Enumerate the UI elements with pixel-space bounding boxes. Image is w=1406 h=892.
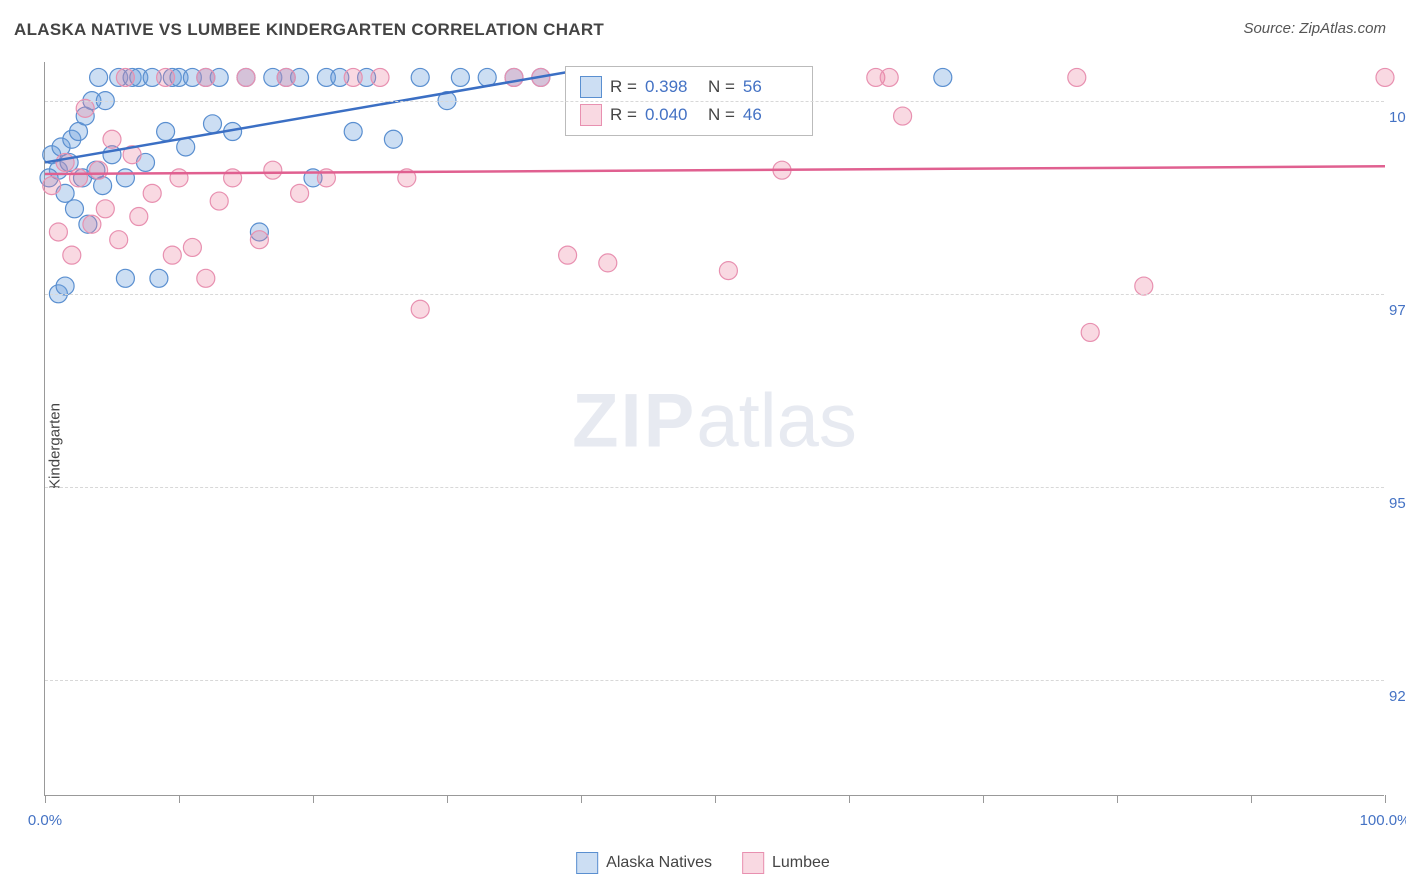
x-tick: [1117, 795, 1118, 803]
data-point: [170, 169, 188, 187]
chart-title: ALASKA NATIVE VS LUMBEE KINDERGARTEN COR…: [14, 20, 604, 40]
data-point: [110, 231, 128, 249]
data-point: [371, 68, 389, 86]
data-point: [90, 68, 108, 86]
data-point: [451, 68, 469, 86]
data-point: [150, 269, 168, 287]
data-point: [719, 262, 737, 280]
x-tick: [715, 795, 716, 803]
gridline: [45, 294, 1384, 295]
data-point: [505, 68, 523, 86]
legend-r-value: 0.398: [645, 73, 700, 101]
data-point: [204, 115, 222, 133]
data-point: [43, 177, 61, 195]
legend-swatch: [742, 852, 764, 874]
data-point: [934, 68, 952, 86]
y-tick-label: 92.5%: [1389, 688, 1406, 705]
legend-swatch: [580, 76, 602, 98]
data-point: [143, 184, 161, 202]
data-point: [1135, 277, 1153, 295]
data-point: [291, 184, 309, 202]
x-tick: [849, 795, 850, 803]
data-point: [1081, 323, 1099, 341]
y-tick-label: 100.0%: [1389, 109, 1406, 126]
legend-n-value: 46: [743, 101, 798, 129]
data-point: [411, 68, 429, 86]
data-point: [157, 123, 175, 141]
data-point: [880, 68, 898, 86]
legend-n-label: N =: [708, 101, 735, 129]
legend-row: R = 0.040 N = 46: [580, 101, 798, 129]
data-point: [116, 68, 134, 86]
data-point: [384, 130, 402, 148]
legend-r-label: R =: [610, 73, 637, 101]
data-point: [599, 254, 617, 272]
x-tick: [447, 795, 448, 803]
data-point: [56, 277, 74, 295]
x-tick: [313, 795, 314, 803]
data-point: [250, 231, 268, 249]
gridline: [45, 680, 1384, 681]
y-tick-label: 97.5%: [1389, 302, 1406, 319]
x-tick: [1385, 795, 1386, 803]
data-point: [197, 68, 215, 86]
data-point: [96, 200, 114, 218]
x-tick: [581, 795, 582, 803]
chart-svg: [45, 62, 1384, 795]
x-tick-label: 100.0%: [1360, 812, 1406, 829]
legend-label: Alaska Natives: [606, 854, 712, 872]
legend-r-value: 0.040: [645, 101, 700, 129]
data-point: [70, 169, 88, 187]
data-point: [344, 123, 362, 141]
data-point: [157, 68, 175, 86]
legend-item: Lumbee: [742, 852, 830, 874]
x-tick-label: 0.0%: [28, 812, 62, 829]
legend-n-label: N =: [708, 73, 735, 101]
data-point: [130, 208, 148, 226]
data-point: [76, 99, 94, 117]
data-point: [237, 68, 255, 86]
data-point: [177, 138, 195, 156]
legend-swatch: [576, 852, 598, 874]
data-point: [103, 130, 121, 148]
data-point: [197, 269, 215, 287]
gridline: [45, 487, 1384, 488]
legend-label: Lumbee: [772, 854, 830, 872]
legend-swatch: [580, 104, 602, 126]
data-point: [1068, 68, 1086, 86]
trend-line: [45, 166, 1385, 174]
data-point: [559, 246, 577, 264]
data-point: [224, 169, 242, 187]
chart-plot-area: ZIPatlas R =0.398N =56R =0.040N =46 92.5…: [44, 62, 1384, 796]
x-tick: [983, 795, 984, 803]
data-point: [49, 223, 67, 241]
data-point: [210, 192, 228, 210]
data-point: [90, 161, 108, 179]
data-point: [83, 215, 101, 233]
data-point: [894, 107, 912, 125]
x-tick: [1251, 795, 1252, 803]
legend-r-label: R =: [610, 101, 637, 129]
data-point: [116, 169, 134, 187]
data-point: [116, 269, 134, 287]
data-point: [163, 246, 181, 264]
data-point: [183, 238, 201, 256]
data-point: [344, 68, 362, 86]
data-point: [264, 161, 282, 179]
data-point: [56, 153, 74, 171]
data-point: [1376, 68, 1394, 86]
data-point: [277, 68, 295, 86]
legend-n-value: 56: [743, 73, 798, 101]
source-attribution: Source: ZipAtlas.com: [1243, 20, 1386, 37]
x-tick: [179, 795, 180, 803]
y-tick-label: 95.0%: [1389, 495, 1406, 512]
data-point: [63, 246, 81, 264]
legend-row: R = 0.398 N = 56: [580, 73, 798, 101]
data-point: [65, 200, 83, 218]
gridline: [45, 101, 1384, 102]
legend-item: Alaska Natives: [576, 852, 712, 874]
series-legend: Alaska Natives Lumbee: [576, 852, 830, 874]
data-point: [411, 300, 429, 318]
x-tick: [45, 795, 46, 803]
